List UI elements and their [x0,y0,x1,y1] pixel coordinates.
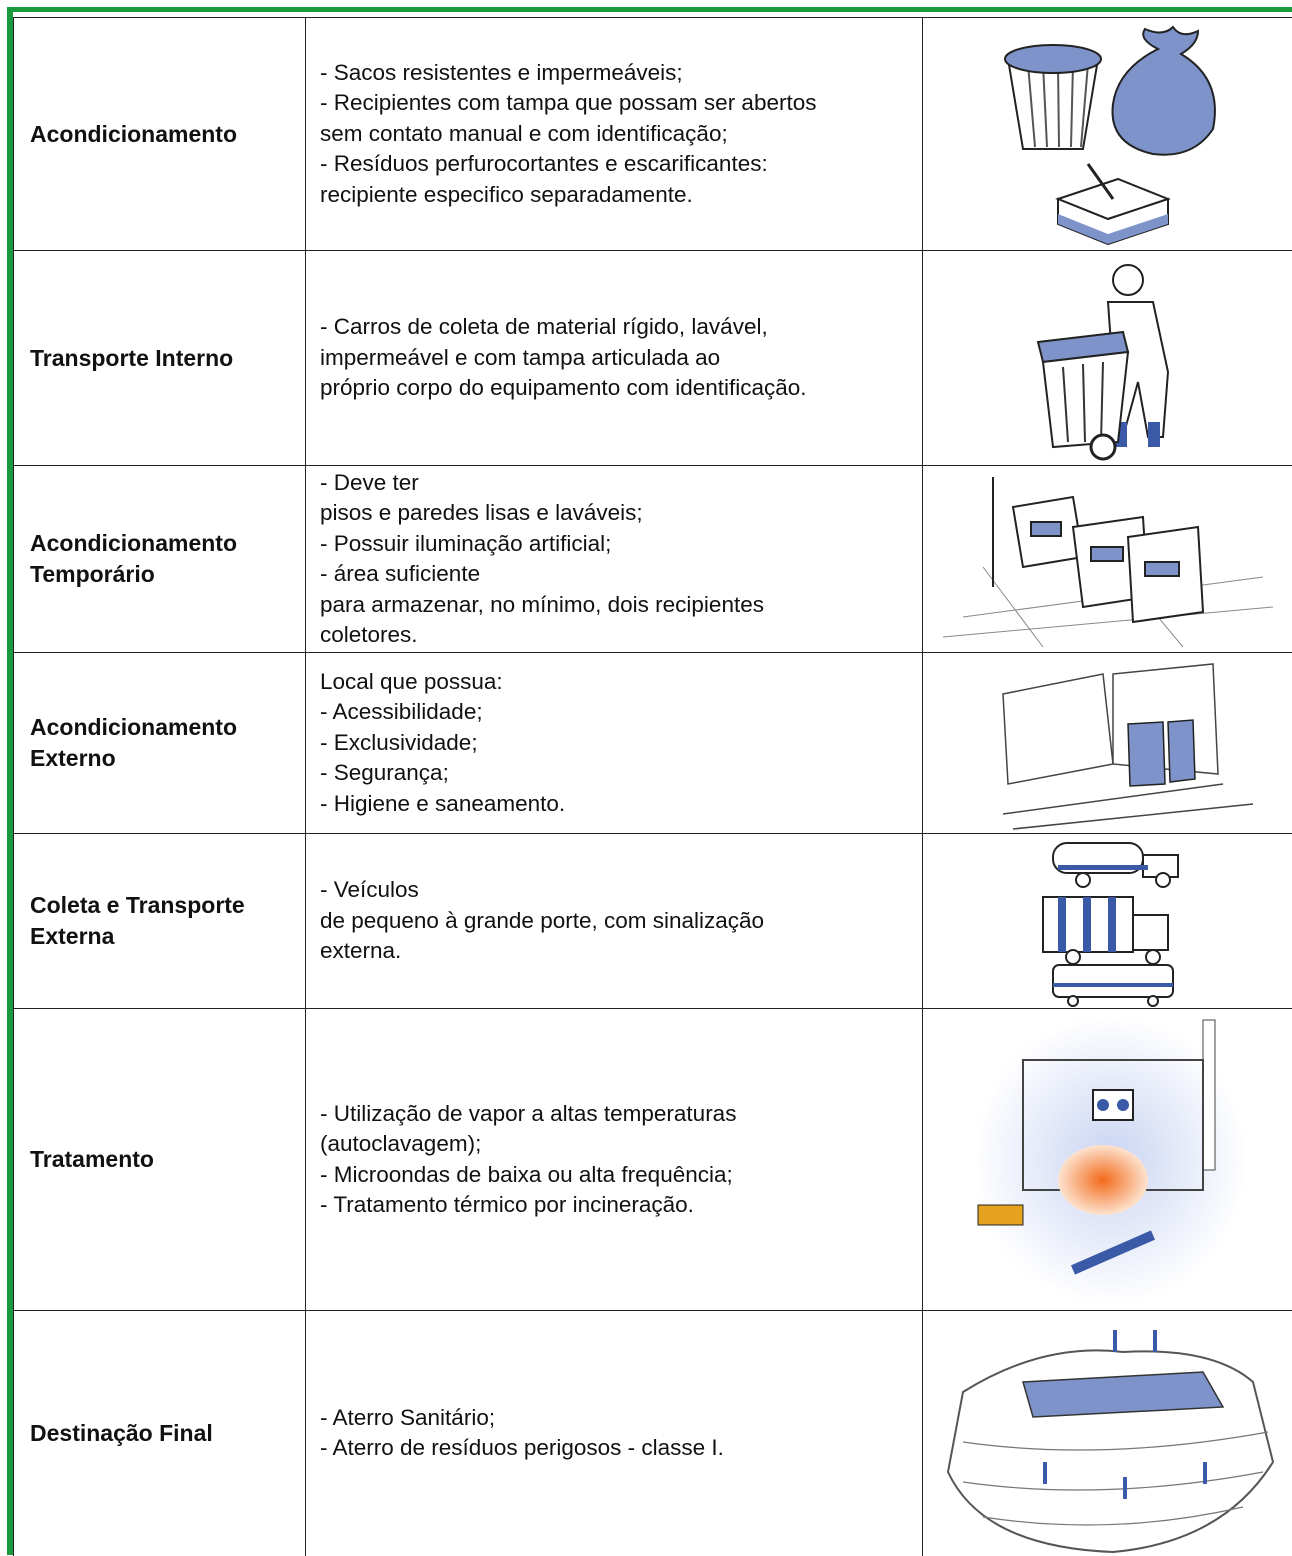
row: Transporte Interno - Carros de coleta de… [14,251,1292,466]
text-line: - Resíduos perfurocortantes e escarifica… [320,149,922,180]
row-text: - Aterro Sanitário;- Aterro de resíduos … [306,1311,923,1556]
text-line: coletores. [320,620,922,651]
row: Acondicionamento - Sacos resistentes e i… [14,18,1292,251]
row-label: Destinação Final [14,1311,306,1556]
text-line: - Segurança; [320,758,922,789]
image-cell [923,653,1292,834]
text-line: - Utilização de vapor a altas temperatur… [320,1099,922,1130]
text-line: (autoclavagem); [320,1129,922,1160]
illustration-landfill [923,1312,1292,1554]
text-line: - Possuir iluminação artificial; [320,529,922,560]
row: Acondicionamento Externo Local que possu… [14,653,1292,834]
image-cell [923,18,1292,251]
row-text: - Sacos resistentes e impermeáveis;- Rec… [306,18,923,251]
row: Destinação Final - Aterro Sanitário;- At… [14,1311,1292,1556]
row: Tratamento - Utilização de vapor a altas… [14,1009,1292,1311]
row-text: - Utilização de vapor a altas temperatur… [306,1009,923,1311]
illustration-trucks [923,835,1292,1007]
text-line: - Acessibilidade; [320,697,922,728]
text-line: - Aterro Sanitário; [320,1403,922,1434]
text-line: - Higiene e saneamento. [320,789,922,820]
illustration-cart [923,252,1292,464]
text-line: - Recipientes com tampa que possam ser a… [320,88,922,119]
table: Acondicionamento - Sacos resistentes e i… [13,17,1292,1556]
row-label: Acondicionamento Externo [14,653,306,834]
image-cell [923,834,1292,1009]
text-line: sem contato manual e com identificação; [320,119,922,150]
text-line: próprio corpo do equipamento com identif… [320,373,922,404]
image-cell [923,251,1292,466]
text-line: de pequeno à grande porte, com sinalizaç… [320,906,922,937]
row-label: Acondicionamento [14,18,306,251]
row-text: Local que possua:- Acessibilidade;- Excl… [306,653,923,834]
row-text: - Carros de coleta de material rígido, l… [306,251,923,466]
row-label: Acondicionamento Temporário [14,466,306,653]
row-label: Tratamento [14,1009,306,1311]
text-line: - Deve ter [320,468,922,499]
text-line: recipiente especifico separadamente. [320,180,922,211]
illustration-bins [923,19,1292,249]
row-label: Coleta e Transporte Externa [14,834,306,1009]
text-line: - Aterro de resíduos perigosos - classe … [320,1433,922,1464]
image-cell [923,1311,1292,1556]
text-line: - Exclusividade; [320,728,922,759]
text-line: - Tratamento térmico por incineração. [320,1190,922,1221]
illustration-building [923,654,1292,832]
text-line: Local que possua: [320,667,922,698]
text-line: externa. [320,936,922,967]
image-cell [923,466,1292,653]
text-line: - área suficiente [320,559,922,590]
text-line: impermeável e com tampa articulada ao [320,343,922,374]
text-line: - Microondas de baixa ou alta frequência… [320,1160,922,1191]
image-cell [923,1009,1292,1311]
text-line: para armazenar, no mínimo, dois recipien… [320,590,922,621]
text-line: - Veículos [320,875,922,906]
row-label: Transporte Interno [14,251,306,466]
text-line: pisos e paredes lisas e laváveis; [320,498,922,529]
illustration-containers [923,467,1292,651]
text-line: - Carros de coleta de material rígido, l… [320,312,922,343]
illustration-plant [923,1010,1292,1309]
text-line: - Sacos resistentes e impermeáveis; [320,58,922,89]
